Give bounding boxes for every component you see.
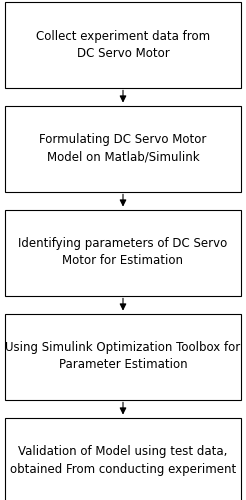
Text: Identifying parameters of DC Servo
Motor for Estimation: Identifying parameters of DC Servo Motor… [18, 238, 228, 268]
Text: Formulating DC Servo Motor
Model on Matlab/Simulink: Formulating DC Servo Motor Model on Matl… [39, 134, 207, 164]
Text: Using Simulink Optimization Toolbox for
Parameter Estimation: Using Simulink Optimization Toolbox for … [5, 342, 241, 372]
Text: Collect experiment data from
DC Servo Motor: Collect experiment data from DC Servo Mo… [36, 30, 210, 60]
Bar [5, 2, 241, 88]
Text: Validation of Model using test data,
obtained From conducting experiment: Validation of Model using test data, obt… [10, 446, 236, 476]
Bar [5, 106, 241, 192]
Bar [5, 314, 241, 400]
Bar [5, 418, 241, 500]
Bar [5, 210, 241, 296]
